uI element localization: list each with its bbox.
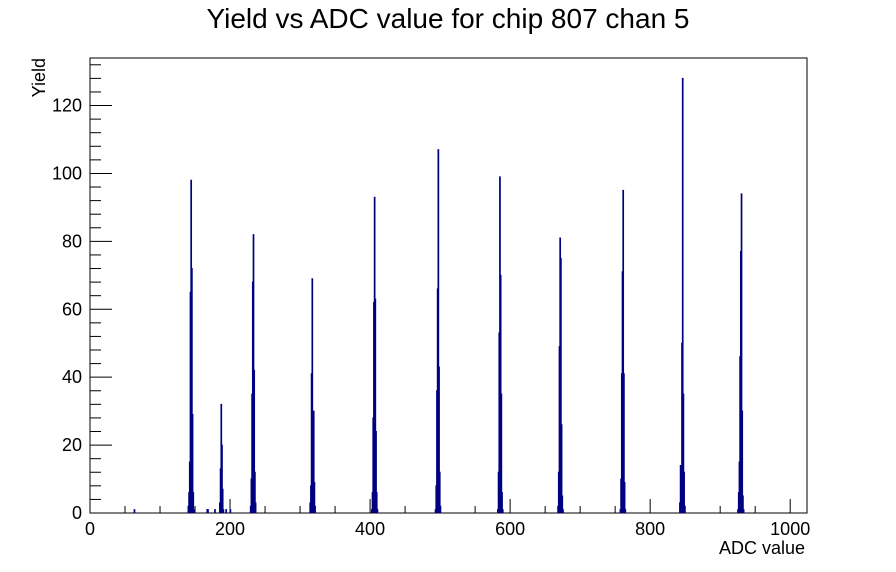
y-tick-label: 0 — [72, 503, 82, 523]
histogram-bin — [622, 189, 625, 513]
histogram-bin — [624, 509, 627, 513]
histogram-bin — [374, 298, 377, 513]
histogram-bin — [500, 393, 503, 513]
histogram-bin — [501, 492, 503, 513]
chart-title: Yield vs ADC value for chip 807 chan 5 — [206, 3, 689, 34]
histogram-bin — [214, 509, 216, 513]
x-tick-label: 200 — [215, 519, 245, 539]
histogram-bin — [623, 481, 626, 513]
histogram-bin — [314, 505, 316, 513]
histogram-bin — [740, 193, 743, 513]
histogram-bin — [225, 509, 228, 513]
histogram-bin — [438, 366, 440, 513]
histogram-bin — [439, 505, 442, 513]
y-tick-label: 100 — [52, 163, 82, 183]
x-tick-label: 600 — [495, 519, 525, 539]
histogram-bin — [311, 278, 314, 513]
y-tick-label: 20 — [62, 435, 82, 455]
histogram-bin — [221, 444, 223, 513]
histogram-bin — [376, 509, 379, 513]
histogram-bin — [192, 492, 195, 513]
plot-frame — [89, 57, 808, 514]
histogram-bin — [742, 495, 744, 513]
histogram-bin — [229, 509, 232, 513]
histogram-bin — [193, 509, 195, 513]
x-axis-label: ADC value — [719, 538, 805, 558]
histogram-bars — [133, 77, 745, 513]
histogram-bin — [681, 77, 684, 513]
histogram-bin — [191, 414, 194, 513]
y-axis-label: Yield — [29, 58, 49, 97]
axes: 0 200 400 600 800 1000 0 20 40 60 80 100 120 — [52, 57, 810, 539]
x-tick-label: 400 — [355, 519, 385, 539]
histogram-bin — [312, 410, 315, 513]
y-tick-label: 40 — [62, 367, 82, 387]
histogram-bin — [682, 393, 685, 513]
histogram-bin — [560, 424, 563, 513]
histogram-bin — [133, 509, 136, 513]
histogram-bin — [222, 509, 225, 513]
histogram-bin — [683, 471, 685, 513]
histogram-bin — [375, 492, 378, 513]
histogram-bin — [207, 509, 209, 513]
y-tick-label: 80 — [62, 231, 82, 251]
histogram-bin — [191, 268, 193, 513]
histogram-bin — [221, 488, 224, 513]
histogram-bin — [437, 149, 440, 513]
y-tick-label: 120 — [52, 96, 82, 116]
histogram-bin — [438, 471, 441, 513]
histogram-bin — [623, 373, 625, 513]
histogram-bin — [741, 410, 744, 513]
histogram-bin — [562, 509, 564, 513]
histogram-bin — [254, 471, 256, 513]
y-tick-label: 60 — [62, 299, 82, 319]
histogram-bin — [313, 481, 316, 513]
histogram-bin — [560, 257, 562, 513]
x-tick-label: 0 — [85, 519, 95, 539]
histogram-bin — [561, 495, 564, 513]
histogram-bin — [683, 505, 686, 513]
histogram-bin — [501, 509, 504, 513]
histogram-bin — [375, 431, 377, 513]
histogram-bin — [254, 502, 257, 513]
histogram-bin — [742, 509, 745, 513]
histogram-bin — [253, 369, 256, 513]
x-tick-label: 800 — [635, 519, 665, 539]
x-tick-label: 1000 — [770, 519, 810, 539]
